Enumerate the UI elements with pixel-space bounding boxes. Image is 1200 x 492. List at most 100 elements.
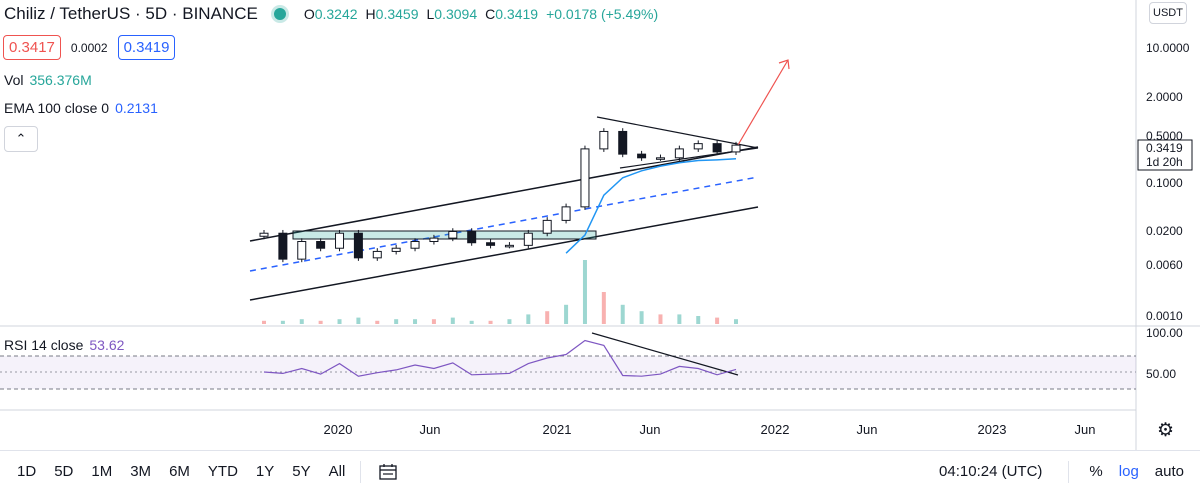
timeframe-1y[interactable]: 1Y bbox=[255, 463, 275, 480]
bar-countdown: 1d 20h bbox=[1146, 155, 1183, 169]
sell-price-button[interactable]: 0.3417 bbox=[3, 35, 61, 60]
price-buttons: 0.3417 0.0002 0.3419 bbox=[3, 35, 176, 60]
market-status-icon bbox=[273, 8, 286, 20]
candlesticks bbox=[259, 128, 741, 263]
price-scale-label: 2.0000 bbox=[1146, 90, 1183, 104]
volume-legend[interactable]: Vol 356.376M bbox=[4, 72, 92, 88]
percent-toggle[interactable]: % bbox=[1089, 463, 1103, 480]
channel-median-line[interactable] bbox=[249, 176, 759, 272]
candle bbox=[504, 244, 514, 248]
ohlc-close: C0.3419 bbox=[485, 6, 539, 22]
triangle-upper-line[interactable] bbox=[596, 116, 759, 149]
candle bbox=[731, 144, 741, 153]
candle bbox=[429, 237, 439, 243]
volume-bar bbox=[696, 316, 701, 324]
ema-line bbox=[565, 157, 737, 254]
volume-bar bbox=[375, 320, 380, 324]
ema-value: 0.2131 bbox=[115, 100, 158, 116]
volume-bar bbox=[715, 317, 720, 324]
timeframe-5d[interactable]: 5D bbox=[54, 463, 74, 480]
candle bbox=[599, 130, 609, 150]
volume-bar bbox=[658, 314, 663, 324]
settings-gear-icon[interactable]: ⚙ bbox=[1157, 420, 1175, 441]
price-scale-label: 0.1000 bbox=[1146, 176, 1183, 190]
volume-bar bbox=[450, 317, 455, 324]
rsi-value: 53.62 bbox=[89, 337, 125, 353]
volume-bar bbox=[734, 319, 738, 324]
timeframe-1d[interactable]: 1D bbox=[17, 463, 37, 480]
time-axis[interactable]: 2020 Jun 2021 Jun 2022 Jun 2023 Jun bbox=[324, 422, 1096, 437]
rsi-scale[interactable]: 100.00 50.00 bbox=[1146, 326, 1183, 381]
timeframe-1m[interactable]: 1M bbox=[91, 463, 113, 480]
change-value: +0.0178 (+5.49%) bbox=[546, 6, 659, 22]
candle bbox=[486, 242, 496, 246]
candle bbox=[448, 230, 458, 239]
ohlc-open: O0.3242 bbox=[303, 6, 358, 22]
currency-button[interactable]: USDT bbox=[1149, 2, 1187, 24]
open-value: 0.3242 bbox=[314, 6, 358, 22]
volume-value: 356.376M bbox=[29, 72, 92, 88]
target-arrow-head bbox=[778, 59, 790, 70]
price-scale-label: 10.0000 bbox=[1146, 41, 1190, 55]
rsi-scale-label: 50.00 bbox=[1146, 367, 1176, 381]
volume-bar bbox=[413, 319, 418, 324]
candle bbox=[391, 247, 401, 252]
candle bbox=[372, 250, 382, 259]
timeframe-6m[interactable]: 6M bbox=[169, 463, 190, 480]
chevron-up-icon: ⌃ bbox=[15, 131, 27, 146]
candle bbox=[637, 153, 647, 159]
candle bbox=[410, 241, 420, 249]
rsi-band bbox=[0, 356, 1136, 389]
ema-legend[interactable]: EMA 100 close 0 0.2131 bbox=[4, 100, 158, 116]
volume-bar bbox=[394, 319, 399, 324]
log-toggle[interactable]: log bbox=[1118, 463, 1139, 480]
symbol-title[interactable]: Chiliz / TetherUS · 5D · BINANCE bbox=[4, 4, 258, 23]
ohlc-low: L0.3094 bbox=[426, 6, 478, 22]
candle bbox=[674, 148, 684, 159]
target-arrow[interactable] bbox=[737, 59, 789, 146]
volume-bar bbox=[431, 319, 436, 324]
price-scale-label: 0.0060 bbox=[1146, 258, 1183, 272]
timeframe-buttons: 1D 5D 1M 3M 6M YTD 1Y 5Y All bbox=[8, 463, 354, 480]
timeframe-3m[interactable]: 3M bbox=[130, 463, 152, 480]
timeframe-ytd[interactable]: YTD bbox=[207, 463, 238, 480]
volume-bar bbox=[564, 304, 569, 324]
clock[interactable]: 04:10:24 (UTC) bbox=[939, 463, 1043, 480]
volume-bar bbox=[280, 320, 285, 324]
rsi-line bbox=[263, 339, 737, 377]
volume-bar bbox=[545, 311, 550, 324]
toolbar-divider-right bbox=[1068, 460, 1070, 483]
volume-bar bbox=[639, 311, 644, 324]
candle bbox=[618, 130, 628, 155]
volume-bar bbox=[469, 320, 474, 324]
time-axis-label: Jun bbox=[640, 422, 661, 437]
time-axis-label: 2022 bbox=[761, 422, 790, 437]
candle bbox=[353, 232, 363, 259]
volume-bar bbox=[488, 320, 493, 324]
channel-lower-line[interactable] bbox=[249, 206, 759, 301]
volume-label: Vol bbox=[4, 72, 24, 88]
date-range-icon[interactable] bbox=[379, 463, 397, 480]
timeframe-all[interactable]: All bbox=[328, 463, 346, 480]
high-value: 0.3459 bbox=[375, 6, 419, 22]
time-axis-label: Jun bbox=[857, 422, 878, 437]
candle bbox=[693, 143, 703, 150]
collapse-legend-button[interactable]: ⌃ bbox=[4, 126, 38, 152]
auto-toggle[interactable]: auto bbox=[1154, 463, 1184, 480]
rsi-legend[interactable]: RSI 14 close 53.62 bbox=[4, 337, 124, 353]
candle bbox=[580, 148, 590, 208]
rsi-trend-line[interactable] bbox=[591, 332, 739, 376]
volume-bar bbox=[677, 314, 682, 324]
time-axis-label: Jun bbox=[1075, 422, 1096, 437]
accumulation-zone[interactable] bbox=[292, 230, 597, 240]
channel-upper-line[interactable] bbox=[249, 146, 759, 242]
price-scale[interactable]: 10.00002.00000.50000.10000.02000.00600.0… bbox=[1146, 41, 1190, 323]
chart-header: Chiliz / TetherUS · 5D · BINANCE O0.3242… bbox=[4, 4, 658, 24]
timeframe-5y[interactable]: 5Y bbox=[292, 463, 311, 480]
candle bbox=[712, 143, 722, 153]
current-price-tag bbox=[1137, 139, 1193, 171]
volume-bar bbox=[337, 319, 342, 324]
volume-bar bbox=[601, 292, 606, 324]
buy-price-button[interactable]: 0.3419 bbox=[117, 35, 176, 60]
